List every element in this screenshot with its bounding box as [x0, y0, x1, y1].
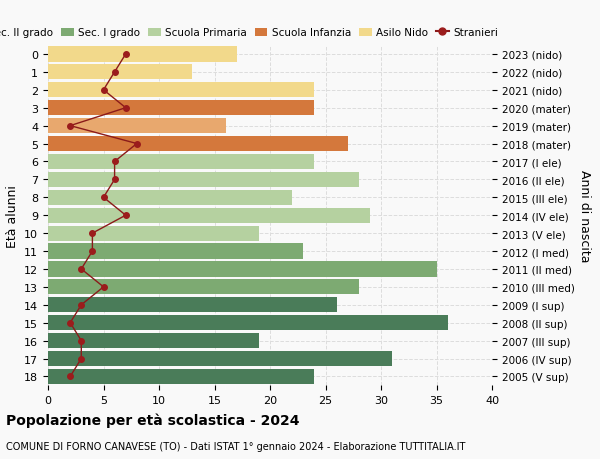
- Bar: [48, 262, 437, 277]
- Bar: [48, 47, 236, 62]
- Bar: [48, 297, 337, 313]
- Legend: Sec. II grado, Sec. I grado, Scuola Primaria, Scuola Infanzia, Asilo Nido, Stran: Sec. II grado, Sec. I grado, Scuola Prim…: [0, 24, 502, 42]
- Bar: [48, 137, 348, 152]
- Text: COMUNE DI FORNO CANAVESE (TO) - Dati ISTAT 1° gennaio 2024 - Elaborazione TUTTIT: COMUNE DI FORNO CANAVESE (TO) - Dati IST…: [6, 441, 466, 451]
- Bar: [48, 155, 314, 170]
- Bar: [48, 190, 292, 206]
- Bar: [48, 83, 314, 98]
- Bar: [48, 65, 192, 80]
- Bar: [48, 208, 370, 224]
- Bar: [48, 119, 226, 134]
- Bar: [48, 315, 448, 330]
- Bar: [48, 333, 259, 348]
- Y-axis label: Età alunni: Età alunni: [5, 185, 19, 247]
- Text: Popolazione per età scolastica - 2024: Popolazione per età scolastica - 2024: [6, 413, 299, 428]
- Y-axis label: Anni di nascita: Anni di nascita: [578, 169, 591, 262]
- Bar: [48, 369, 314, 384]
- Bar: [48, 101, 314, 116]
- Bar: [48, 244, 303, 259]
- Bar: [48, 280, 359, 295]
- Bar: [48, 173, 359, 188]
- Bar: [48, 226, 259, 241]
- Bar: [48, 351, 392, 366]
